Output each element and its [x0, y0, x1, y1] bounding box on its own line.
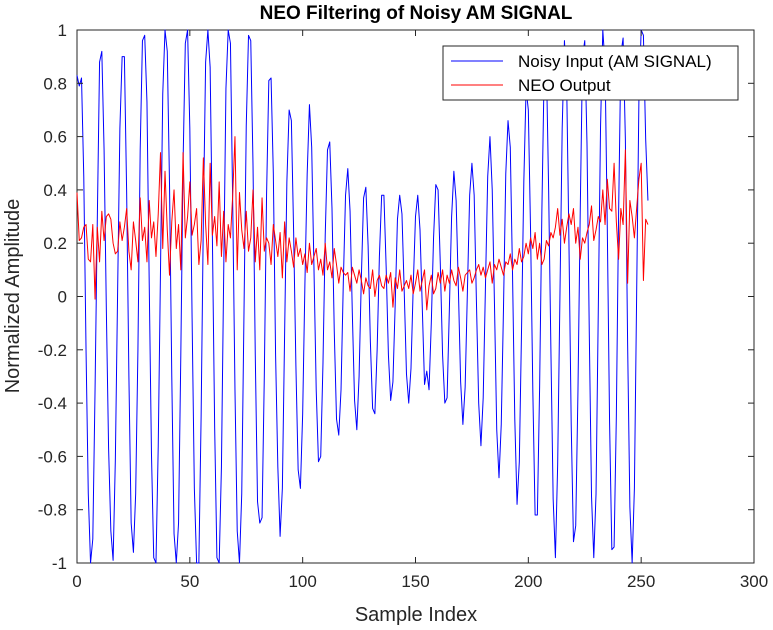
- series-line-noisy-input: [76, 29, 649, 564]
- y-tick-label: -0.8: [38, 501, 67, 520]
- x-axis-label: Sample Index: [355, 604, 477, 626]
- ticks-layer: 0 50 100 150 200 250 300 -1 -0.8 -0.6 -0.4 -0.2 0 0.2…: [38, 21, 768, 591]
- legend-label-noisy-input: Noisy Input (AM SIGNAL): [518, 52, 712, 71]
- x-tick-label: 50: [180, 572, 199, 591]
- legend-box: [442, 45, 739, 101]
- series-line-neo-output: [76, 136, 649, 311]
- x-tick-label: 150: [401, 572, 429, 591]
- data-layer: [76, 29, 649, 564]
- x-tick-label: 100: [288, 572, 316, 591]
- legend: Noisy Input (AM SIGNAL) NEO Output: [442, 45, 739, 101]
- y-tick-label: -1: [52, 554, 67, 573]
- x-tick-label: 0: [72, 572, 81, 591]
- plot-area: [76, 29, 755, 564]
- y-tick-label: 0: [58, 288, 67, 307]
- x-tick-label: 250: [627, 572, 655, 591]
- y-tick-label: 0.2: [43, 234, 67, 253]
- y-tick-label: -0.6: [38, 447, 67, 466]
- y-tick-label: 0.4: [43, 181, 67, 200]
- y-tick-label: -0.4: [38, 394, 67, 413]
- legend-label-neo-output: NEO Output: [518, 76, 611, 95]
- axes-box: [76, 29, 755, 564]
- y-tick-label: 0.8: [43, 74, 67, 93]
- y-tick-label: 0.6: [43, 128, 67, 147]
- x-tick-label: 200: [514, 572, 542, 591]
- chart-title: NEO Filtering of Noisy AM SIGNAL: [260, 3, 573, 24]
- y-tick-label: 1: [58, 21, 67, 40]
- x-tick-label: 300: [740, 572, 768, 591]
- y-tick-label: -0.2: [38, 341, 67, 360]
- y-axis-label: Normalized Amplitude: [2, 199, 24, 394]
